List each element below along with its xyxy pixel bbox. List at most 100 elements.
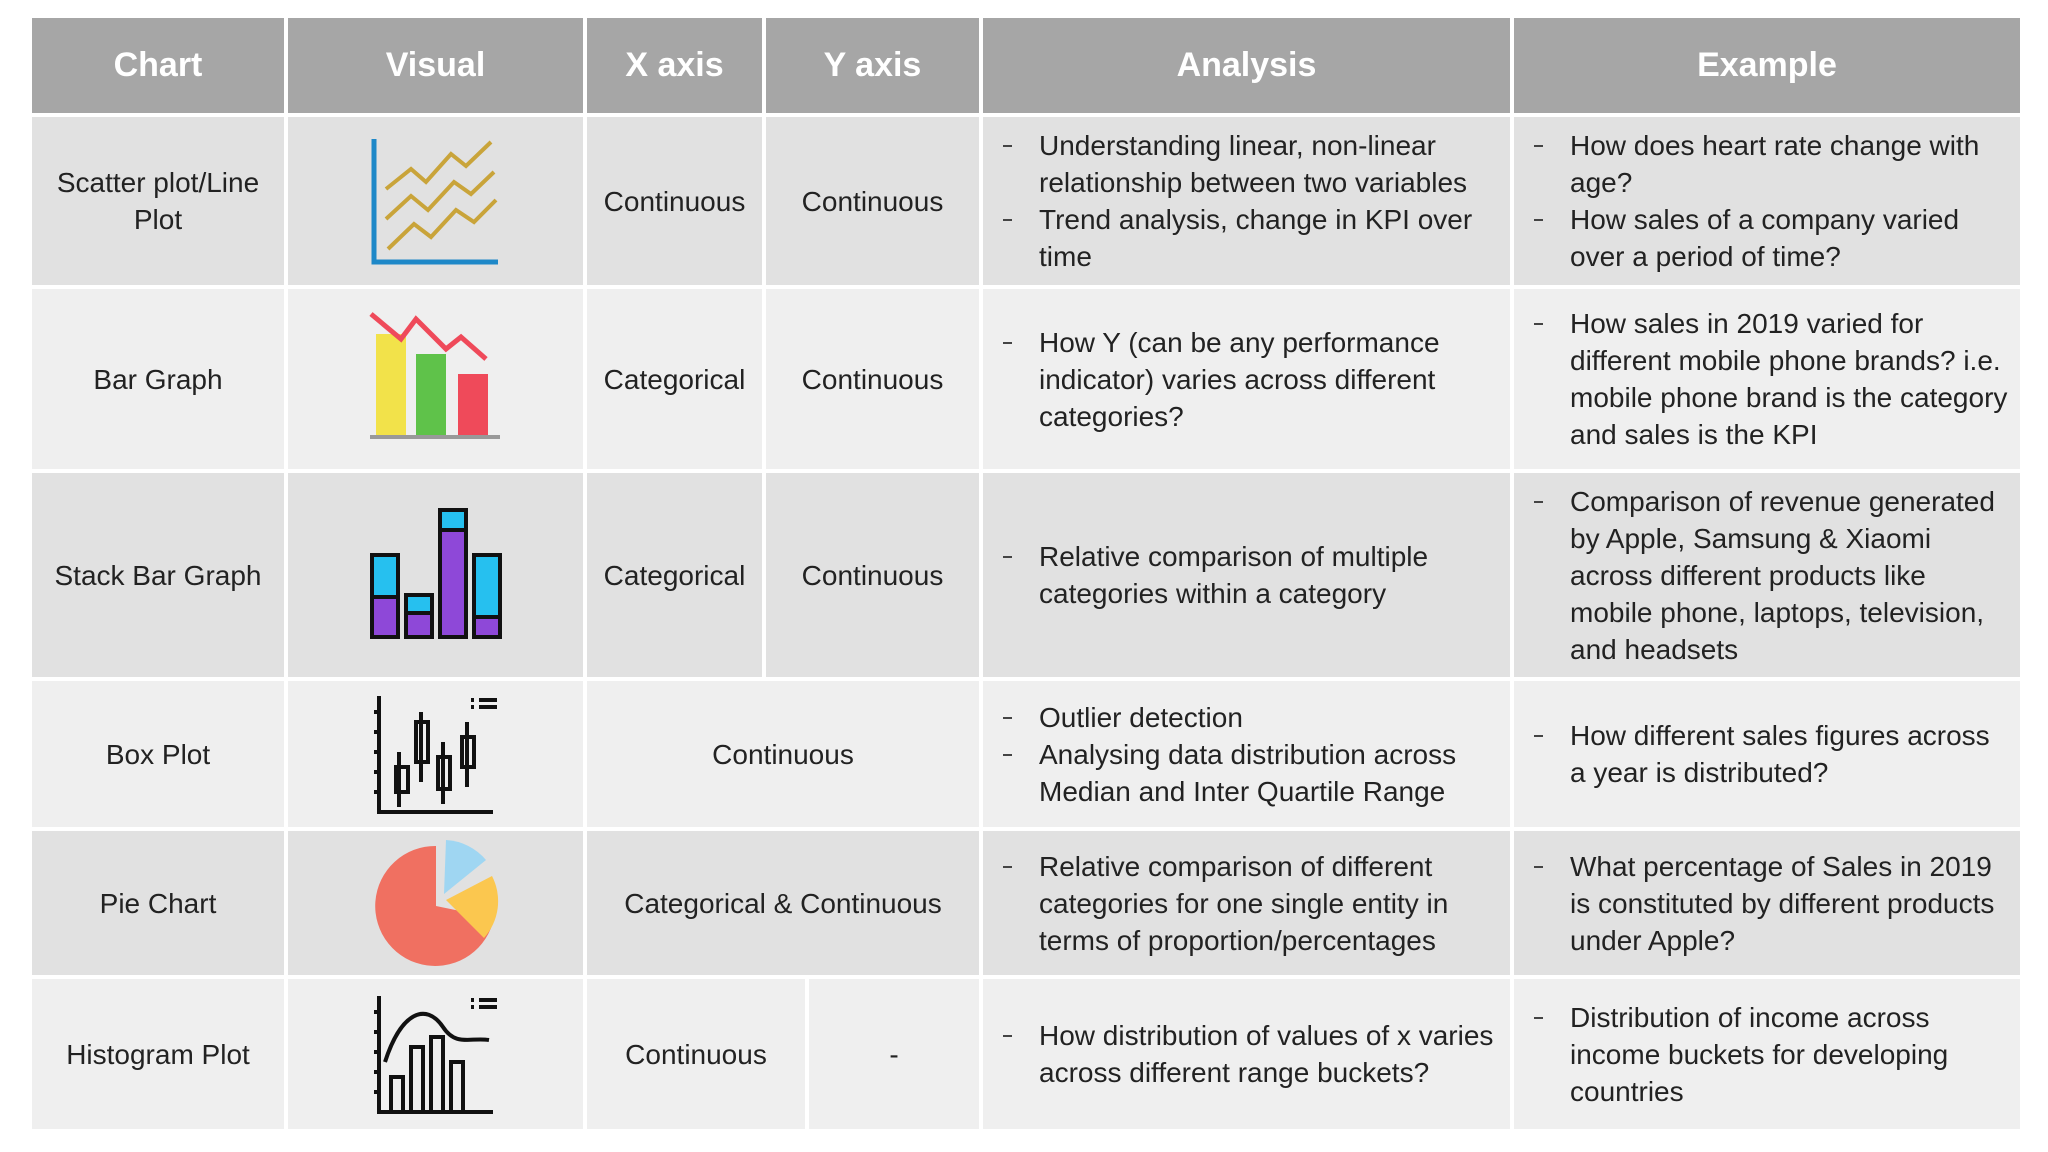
row: Scatter plot/Line Plot Continuous Contin…: [28, 113, 2024, 289]
text: How sales in 2019 varied for different m…: [1570, 308, 2008, 450]
header-row: Chart Visual X axis Y axis Analysis Exam…: [28, 14, 2024, 117]
chart-name: Bar Graph: [28, 285, 288, 473]
text: How Y (can be any performance indicator)…: [1039, 326, 1440, 432]
text: Understanding linear, non-linear relatio…: [1039, 130, 1468, 198]
header-cell: Y axis: [762, 14, 983, 117]
bullet: Analysing data distribution across Media…: [987, 736, 1498, 810]
row: Box Plot Continuous Outlier detection Ana…: [28, 677, 2024, 831]
dash: [1003, 1035, 1012, 1037]
x-axis: Continuous: [583, 975, 809, 1133]
example: How sales in 2019 varied for different m…: [1510, 285, 2024, 473]
y-axis: Continuous: [762, 113, 983, 289]
bullet: Trend analysis, change in KPI over time: [987, 201, 1498, 275]
line-icon: [371, 138, 498, 264]
y-axis: -: [805, 975, 983, 1133]
row: Bar Graph Categorical Continuous How Y (…: [28, 285, 2024, 473]
text: Outlier detection: [1039, 701, 1243, 733]
bullet: Relative comparison of multiple categori…: [987, 538, 1498, 612]
chart-name: Box Plot: [28, 677, 288, 831]
bullet: How Y (can be any performance indicator)…: [987, 324, 1498, 435]
dash: [1003, 865, 1012, 868]
text: How sales of a company varied over a per…: [1570, 204, 1960, 272]
text: Relative comparison of multiple categori…: [1039, 541, 1429, 609]
example: Comparison of revenue generated by Apple…: [1510, 469, 2024, 681]
chart-name: Stack Bar Graph: [28, 469, 288, 681]
header-cell: Analysis: [979, 14, 1514, 117]
text: Comparison of revenue generated by Apple…: [1570, 485, 1995, 665]
histogram-icon: [373, 995, 497, 1114]
example: How does heart rate change with age? How …: [1510, 113, 2024, 289]
dash: [1003, 753, 1012, 756]
row: Histogram Plot Continuous - How distribu…: [28, 975, 2024, 1133]
xy-axis: Continuous: [583, 677, 983, 831]
bullet: Outlier detection: [987, 699, 1498, 736]
bullet: Relative comparison of different categor…: [987, 848, 1498, 959]
icon-cell: [284, 469, 587, 681]
row: Stack Bar Graph Categorical Continuous R…: [28, 469, 2024, 681]
analysis: How Y (can be any performance indicator)…: [979, 285, 1514, 473]
bullet: How different sales figures across a yea…: [1518, 717, 2008, 791]
analysis: Relative comparison of different categor…: [979, 827, 1514, 979]
x-axis: Categorical: [583, 285, 766, 473]
icon-cell: [284, 975, 587, 1133]
text: How does heart rate change with age?: [1570, 130, 1980, 198]
bar-icon: [368, 312, 500, 439]
icon-cell: [284, 285, 587, 473]
chart-name: Histogram Plot: [28, 975, 288, 1133]
dash: [1534, 500, 1543, 503]
text: Trend analysis, change in KPI over time: [1039, 204, 1473, 272]
header-cell: Example: [1510, 14, 2024, 117]
x-axis: Continuous: [583, 113, 766, 289]
stack-icon: [369, 508, 502, 639]
text: Analysing data distribution across Media…: [1039, 738, 1457, 807]
dash: [1003, 556, 1012, 558]
header-cell: Chart: [28, 14, 288, 117]
box-icon: [373, 695, 497, 814]
bullet: How sales in 2019 varied for different m…: [1518, 305, 2008, 453]
row: Pie Chart Categorical & Continuous Relat…: [28, 827, 2024, 979]
bullet: Comparison of revenue generated by Apple…: [1518, 483, 2008, 668]
dash: [1003, 716, 1012, 719]
dash: [1003, 145, 1012, 147]
example: How different sales figures across a yea…: [1510, 677, 2024, 831]
dash: [1534, 1016, 1543, 1019]
chart-name: Pie Chart: [28, 827, 288, 979]
text: Relative comparison of different categor…: [1039, 850, 1449, 956]
dash: [1534, 219, 1543, 221]
chart-name: Scatter plot/Line Plot: [28, 113, 288, 289]
analysis: Understanding linear, non-linear relatio…: [979, 113, 1514, 289]
dash: [1534, 323, 1543, 325]
example: What percentage of Sales in 2019 is cons…: [1510, 827, 2024, 979]
text: Distribution of income across income buc…: [1570, 1001, 1949, 1107]
analysis: Relative comparison of multiple categori…: [979, 469, 1514, 681]
header-cell: X axis: [583, 14, 766, 117]
dash: [1534, 865, 1543, 868]
dash: [1534, 735, 1543, 737]
dash: [1003, 341, 1012, 344]
y-axis: Continuous: [762, 469, 983, 681]
bullet: What percentage of Sales in 2019 is cons…: [1518, 848, 2008, 959]
bullet: Distribution of income across income buc…: [1518, 999, 2008, 1110]
dash: [1534, 145, 1543, 147]
pie-icon: [374, 840, 498, 966]
bullet: Understanding linear, non-linear relatio…: [987, 127, 1498, 201]
example: Distribution of income across income buc…: [1510, 975, 2024, 1133]
text: How distribution of values of x varies a…: [1039, 1020, 1494, 1088]
icon-cell: [284, 827, 587, 979]
bullet: How sales of a company varied over a per…: [1518, 201, 2008, 275]
icon-cell: [284, 113, 587, 289]
y-axis: Continuous: [762, 285, 983, 473]
analysis: How distribution of values of x varies a…: [979, 975, 1514, 1133]
chart-table: Chart Visual X axis Y axis Analysis Exam…: [28, 14, 2024, 1133]
bullet: How does heart rate change with age?: [1518, 127, 2008, 201]
bullet: How distribution of values of x varies a…: [987, 1017, 1498, 1091]
text: How different sales figures across a yea…: [1570, 720, 1990, 788]
icon-cell: [284, 677, 587, 831]
header-cell: Visual: [284, 14, 587, 117]
text: What percentage of Sales in 2019 is cons…: [1570, 850, 1995, 956]
analysis: Outlier detection Analysing data distribu…: [979, 677, 1514, 831]
x-axis: Categorical: [583, 469, 766, 681]
xy-axis: Categorical & Continuous: [583, 827, 983, 979]
